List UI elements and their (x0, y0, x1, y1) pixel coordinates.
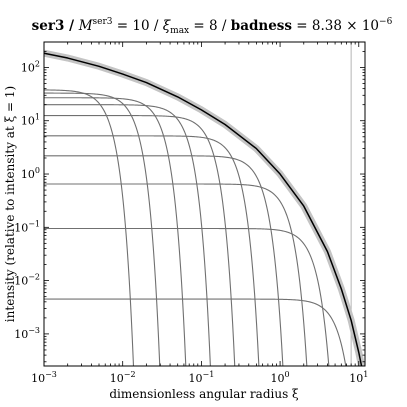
title-m-value: = 10 / (113, 18, 163, 34)
component-curve-1 (44, 89, 135, 366)
title-badness-value: = 8.38 × 10 (292, 18, 379, 34)
x-tick-label: 100 (271, 370, 290, 385)
title-xi-label: ξ (163, 18, 171, 34)
x-tick-label: 10−2 (110, 370, 136, 385)
component-curve-6 (44, 135, 260, 366)
component-curve-4 (44, 104, 211, 366)
component-curve-10 (44, 298, 347, 366)
x-tick-label: 10−3 (31, 370, 57, 385)
y-tick-label: 101 (21, 113, 40, 128)
title-badness-label: badness (231, 18, 293, 34)
y-tick-label: 100 (21, 166, 40, 181)
y-axis-label: intensity (relative to intensity at ξ = … (3, 86, 17, 322)
profile-curve (44, 52, 363, 366)
y-tick-label: 10−2 (14, 273, 40, 288)
axis-ticks: 10−3 10−2 10−1 100 101 10−3 10−2 10−1 100 101 102 (14, 41, 368, 385)
component-curve-3 (44, 97, 187, 366)
component-curve-2 (44, 92, 161, 366)
x-tick-label: 10−1 (188, 370, 214, 385)
title-xi-sub: max (170, 26, 189, 36)
chart-title: ser3 / Mser3 = 10 / ξmax = 8 / badness =… (32, 17, 393, 36)
profile-band (44, 49, 365, 366)
title-xi-value: = 8 / (189, 18, 231, 34)
x-tick-label: 101 (349, 370, 368, 385)
title-prefix: ser3 / (32, 18, 79, 34)
component-curve-9 (44, 227, 330, 366)
y-tick-label: 102 (21, 59, 40, 74)
plot-frame (43, 41, 366, 367)
component-curve-8 (44, 183, 308, 366)
x-axis-label: dimensionless angular radius ξ (109, 387, 299, 401)
component-curve-7 (44, 155, 284, 366)
y-tick-label: 10−3 (14, 326, 40, 341)
plot-area (44, 42, 365, 366)
component-curve-5 (44, 115, 236, 366)
title-m-sup: ser3 (93, 17, 113, 27)
title-badness-exp: −6 (379, 17, 393, 27)
y-tick-label: 10−1 (14, 219, 40, 234)
title-m-label: M (78, 18, 94, 34)
